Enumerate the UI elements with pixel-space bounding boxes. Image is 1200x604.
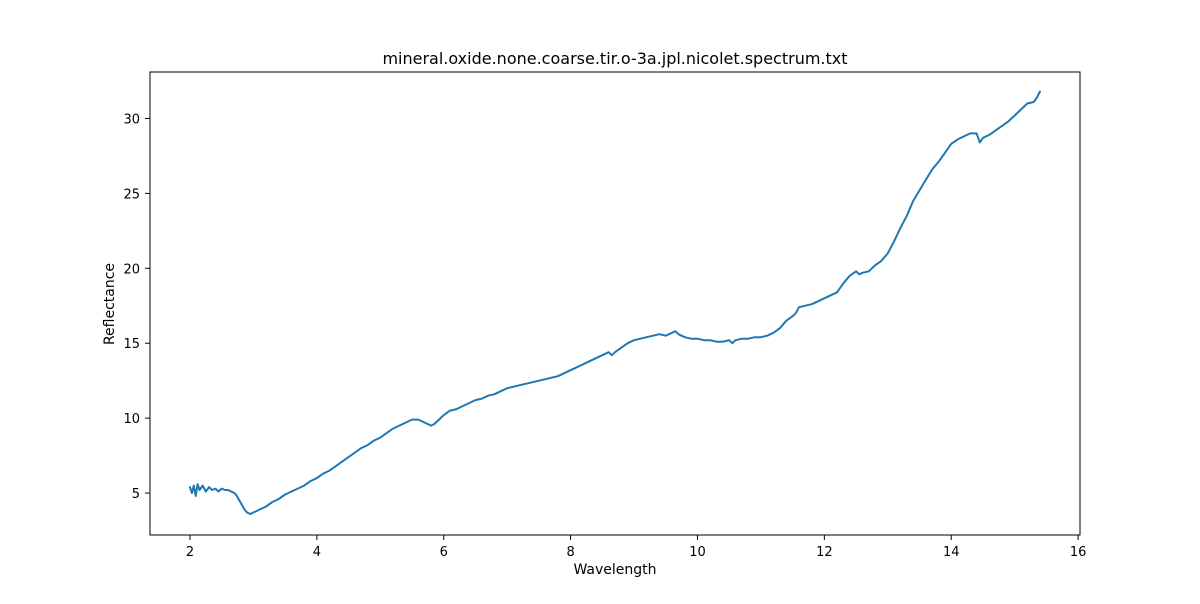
x-tick-label: 10 bbox=[689, 545, 706, 560]
x-tick-label: 16 bbox=[1070, 545, 1087, 560]
x-axis-label: Wavelength bbox=[573, 562, 656, 578]
x-tick-label: 2 bbox=[186, 545, 194, 560]
y-axis-label: Reflectance bbox=[102, 263, 118, 345]
plot-frame bbox=[149, 71, 1081, 536]
x-tick-label: 6 bbox=[440, 545, 448, 560]
x-tick-label: 12 bbox=[816, 545, 833, 560]
y-tick-label: 25 bbox=[123, 187, 140, 202]
y-axis-ticks: 5 10 15 20 25 30 bbox=[123, 112, 150, 502]
x-tick-label: 4 bbox=[313, 545, 321, 560]
series-line bbox=[189, 90, 1041, 515]
x-tick-label: 14 bbox=[943, 545, 960, 560]
x-tick-label: 8 bbox=[566, 545, 574, 560]
chart-title: mineral.oxide.none.coarse.tir.o-3a.jpl.n… bbox=[382, 49, 847, 68]
y-tick-label: 30 bbox=[123, 112, 140, 127]
y-tick-label: 15 bbox=[123, 337, 140, 352]
y-tick-label: 5 bbox=[132, 487, 140, 502]
y-tick-label: 20 bbox=[123, 262, 140, 277]
x-axis-ticks: 2 4 6 8 10 12 14 16 bbox=[186, 535, 1087, 560]
y-tick-label: 10 bbox=[123, 412, 140, 427]
